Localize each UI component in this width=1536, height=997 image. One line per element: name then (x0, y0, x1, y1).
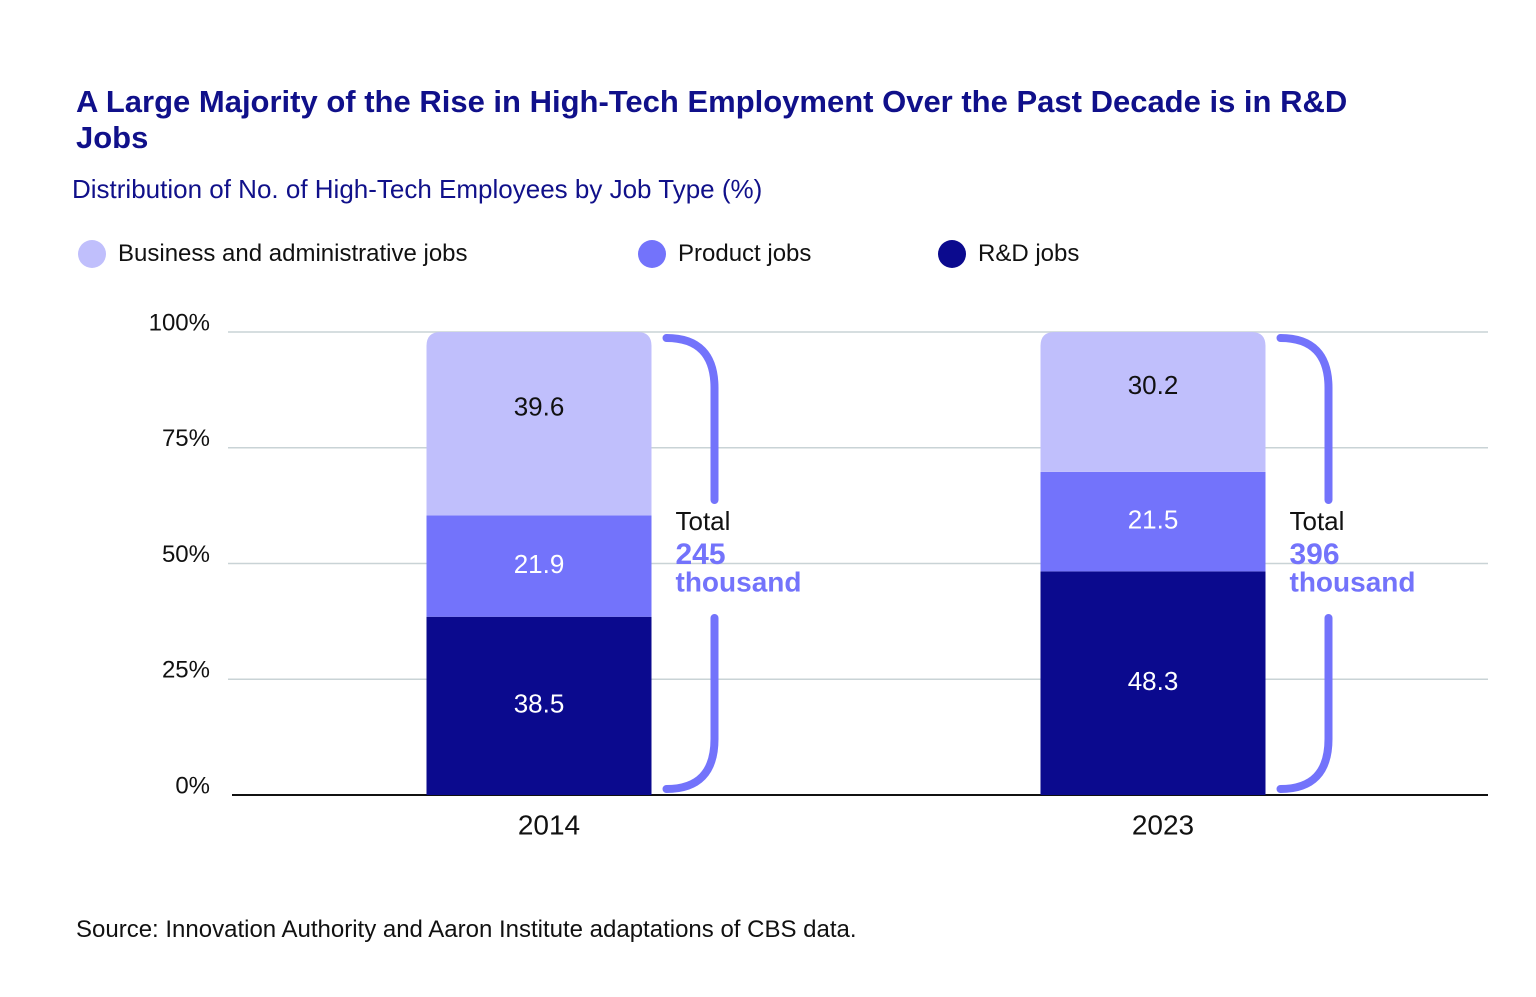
annotation: 396 (1290, 538, 1340, 571)
legend-item: R&D jobs (938, 240, 1138, 268)
chart-subtitle: Distribution of No. of High-Tech Employe… (72, 174, 763, 204)
bracket (662, 614, 719, 793)
legend-label: Product jobs (678, 240, 812, 267)
value-label: 39.6 (514, 392, 565, 422)
bar-segment (1040, 332, 1266, 472)
bar-segment (426, 616, 652, 795)
value-label: 38.5 (514, 689, 565, 719)
source-note: Source: Innovation Authority and Aaron I… (76, 916, 857, 943)
annotation: 245 (676, 538, 726, 571)
bar-segment (426, 515, 652, 617)
y-tick-label: 75% (162, 425, 210, 452)
y-tick-label: 0% (175, 772, 210, 799)
y-tick-label: 100% (149, 309, 210, 336)
chart-title: A Large Majority of the Rise in High-Tec… (76, 84, 1348, 155)
value-label: 21.9 (514, 549, 565, 579)
legend: Business and administrative jobs Product … (78, 240, 1138, 268)
legend-swatch (78, 240, 106, 268)
y-tick-label: 50% (162, 541, 210, 568)
legend-item: Product jobs (638, 240, 938, 268)
bar-segment (1040, 471, 1266, 572)
annotation: thousand (676, 566, 802, 597)
legend-item: Business and administrative jobs (78, 240, 638, 268)
annotation: Total (1290, 506, 1345, 536)
annotation: thousand (1290, 566, 1416, 597)
legend-label: R&D jobs (978, 240, 1080, 267)
x-tick-label: 2023 (1132, 809, 1194, 840)
y-tick-label: 25% (162, 657, 210, 684)
bar-segment (1040, 571, 1266, 795)
legend-swatch (638, 240, 666, 268)
x-tick-label: 2014 (518, 809, 580, 840)
value-label: 21.5 (1128, 504, 1179, 534)
bracket (1276, 334, 1333, 504)
bar-segment (426, 332, 652, 516)
annotation: Total (676, 506, 731, 536)
value-label: 30.2 (1128, 370, 1179, 400)
bracket (662, 334, 719, 504)
legend-label: Business and administrative jobs (118, 240, 468, 267)
value-label: 48.3 (1128, 666, 1179, 696)
legend-swatch (938, 240, 966, 268)
bracket (1276, 614, 1333, 793)
